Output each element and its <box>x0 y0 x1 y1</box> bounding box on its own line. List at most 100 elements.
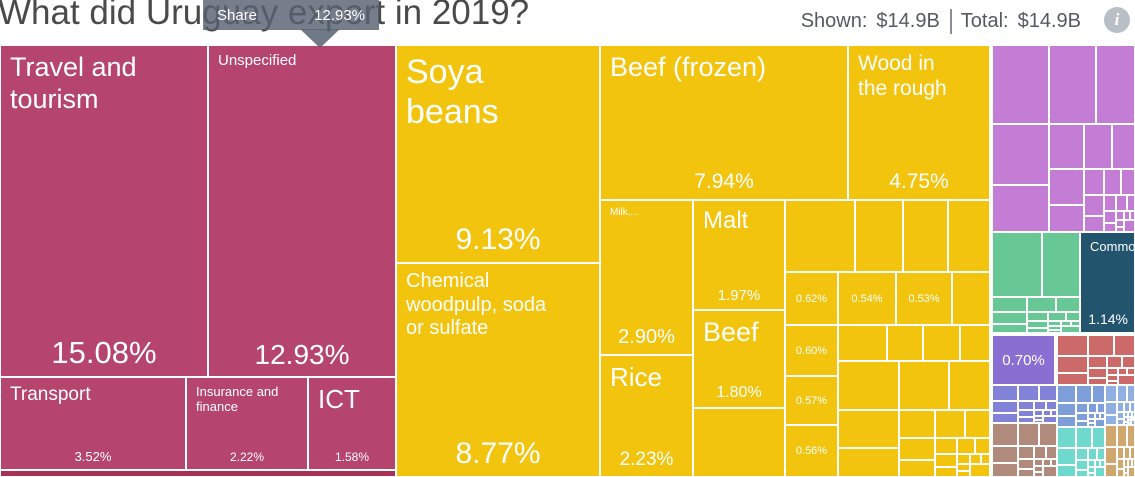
treemap-cell <box>1018 400 1034 411</box>
treemap-cell-group <box>1018 400 1057 423</box>
share-0-56[interactable]: 0.56% <box>785 425 838 477</box>
beef-frozen[interactable]: Beef (frozen) 7.94% <box>600 45 848 200</box>
treemap-cell <box>1042 410 1051 416</box>
share-0-62[interactable]: 0.62% <box>785 272 838 325</box>
treemap-cell-group <box>1048 320 1080 333</box>
treemap-cell <box>1033 400 1047 411</box>
malt-share: 1.97% <box>717 287 761 304</box>
periwinkle-mosaic[interactable] <box>992 385 1057 423</box>
unspecified-share: 12.93% <box>254 339 350 370</box>
treemap-cell <box>975 437 990 455</box>
share-0-60[interactable]: 0.60% <box>785 325 838 376</box>
chemical-woodpulp-soda-or-sulfate[interactable]: Chemical woodpulp, soda or sulfate 8.77% <box>396 263 600 477</box>
info-icon[interactable]: i <box>1104 7 1130 33</box>
treemap-cell <box>935 437 958 455</box>
soya-beans-share: 9.13% <box>455 223 541 256</box>
tan-mosaic[interactable] <box>1105 425 1135 477</box>
travel-and-tourism[interactable]: Travel and tourism 15.08% <box>0 45 208 377</box>
tooltip-value: 12.93% <box>314 6 365 24</box>
treemap-cell <box>1087 472 1095 477</box>
treemap-cell-group <box>1042 466 1057 477</box>
treemap-block[interactable] <box>785 200 855 272</box>
commodities[interactable]: Commo... 1.14% <box>1080 232 1135 333</box>
treemap-cell-group <box>1087 460 1105 477</box>
treemap-cell <box>1128 423 1132 425</box>
share-0-53[interactable]: 0.53% <box>896 272 952 325</box>
share-0-57[interactable]: 0.57% <box>785 376 838 425</box>
treemap-cell <box>992 312 1028 324</box>
treemap-cell <box>1126 425 1135 447</box>
red-mosaic[interactable] <box>1057 335 1135 385</box>
treemap-cell <box>1060 320 1072 326</box>
cornflower-mosaic[interactable] <box>1057 385 1105 427</box>
green-block[interactable] <box>992 232 1042 297</box>
brown-mosaic[interactable] <box>992 423 1057 477</box>
treemap-cell <box>1117 385 1127 402</box>
treemap-cell <box>1018 423 1040 446</box>
treemap-cell <box>1117 419 1125 425</box>
ict-share: 1.58% <box>334 450 370 464</box>
treemap-cell <box>992 185 1050 232</box>
treemap-cell <box>1027 320 1049 328</box>
purple-mosaic[interactable] <box>992 45 1135 232</box>
green-mosaic[interactable] <box>992 297 1080 333</box>
treemap-cell <box>992 400 1018 414</box>
treemap-block[interactable] <box>887 325 923 361</box>
treemap-block[interactable] <box>693 408 785 477</box>
totals-divider <box>949 9 952 34</box>
treemap-cell <box>1076 412 1088 421</box>
treemap-cell-group <box>1088 356 1135 385</box>
share-0-70[interactable]: 0.70% <box>992 335 1055 385</box>
treemap-cell <box>1106 368 1119 376</box>
treemap-cell <box>898 437 936 461</box>
next-row-strip[interactable] <box>0 470 396 477</box>
yellow-mosaic[interactable] <box>838 361 990 477</box>
treemap-cell <box>1039 423 1057 446</box>
wood-in-the-rough[interactable]: Wood in the rough 4.75% <box>848 45 990 200</box>
treemap-block[interactable] <box>855 200 903 272</box>
treemap-cell <box>1128 411 1133 418</box>
treemap-cell-group <box>1106 368 1135 385</box>
treemap-block[interactable] <box>903 200 948 272</box>
transport-share: 3.52% <box>74 449 112 464</box>
treemap-cell <box>1124 459 1129 467</box>
treemap-cell <box>1094 412 1101 419</box>
treemap-cell <box>1048 329 1061 333</box>
treemap-cell <box>1033 415 1043 420</box>
treemap-block[interactable] <box>838 325 887 361</box>
treemap-cell-group <box>1128 417 1135 425</box>
treemap-cell-group <box>1060 325 1080 333</box>
treemap-cell <box>1124 446 1131 460</box>
malt[interactable]: Malt 1.97% <box>693 200 785 310</box>
share-0-54[interactable]: 0.54% <box>838 272 896 325</box>
treemap-cell-group <box>898 409 990 477</box>
treemap-cell <box>1057 385 1077 403</box>
treemap-cell <box>1088 335 1114 356</box>
shown-value: $14.9B <box>876 10 940 32</box>
soya-beans[interactable]: Soya beans 9.13% <box>396 45 600 263</box>
milk[interactable]: Milk,... 2.90% <box>600 200 693 355</box>
green-block[interactable] <box>1042 232 1080 297</box>
transport[interactable]: Transport 3.52% <box>0 377 186 470</box>
treemap-cell <box>1124 401 1131 412</box>
treemap-cell <box>1033 410 1043 416</box>
treemap-cell <box>1057 402 1077 417</box>
beef[interactable]: Beef 1.80% <box>693 310 785 408</box>
treemap-cell <box>1096 45 1135 124</box>
insurance-and-finance[interactable]: Insurance and finance 2.22% <box>186 377 308 470</box>
shown-label: Shown: <box>800 10 868 32</box>
unspecified[interactable]: Unspecified 12.93% <box>208 45 396 377</box>
treemap-block[interactable] <box>923 325 960 361</box>
treemap-cell <box>1048 320 1061 326</box>
treemap-cell <box>1071 320 1080 326</box>
rice[interactable]: Rice 2.23% <box>600 355 693 477</box>
ict[interactable]: ICT 1.58% <box>308 377 396 470</box>
lightblue-mosaic[interactable] <box>1105 385 1135 425</box>
treemap-block[interactable] <box>960 325 990 361</box>
treemap-cell <box>1049 204 1084 232</box>
treemap-block[interactable] <box>952 272 990 325</box>
treemap-cell <box>992 413 1018 423</box>
treemap-block[interactable] <box>948 200 990 272</box>
turquoise-mosaic[interactable] <box>1057 427 1105 477</box>
treemap-cell <box>1118 368 1128 376</box>
